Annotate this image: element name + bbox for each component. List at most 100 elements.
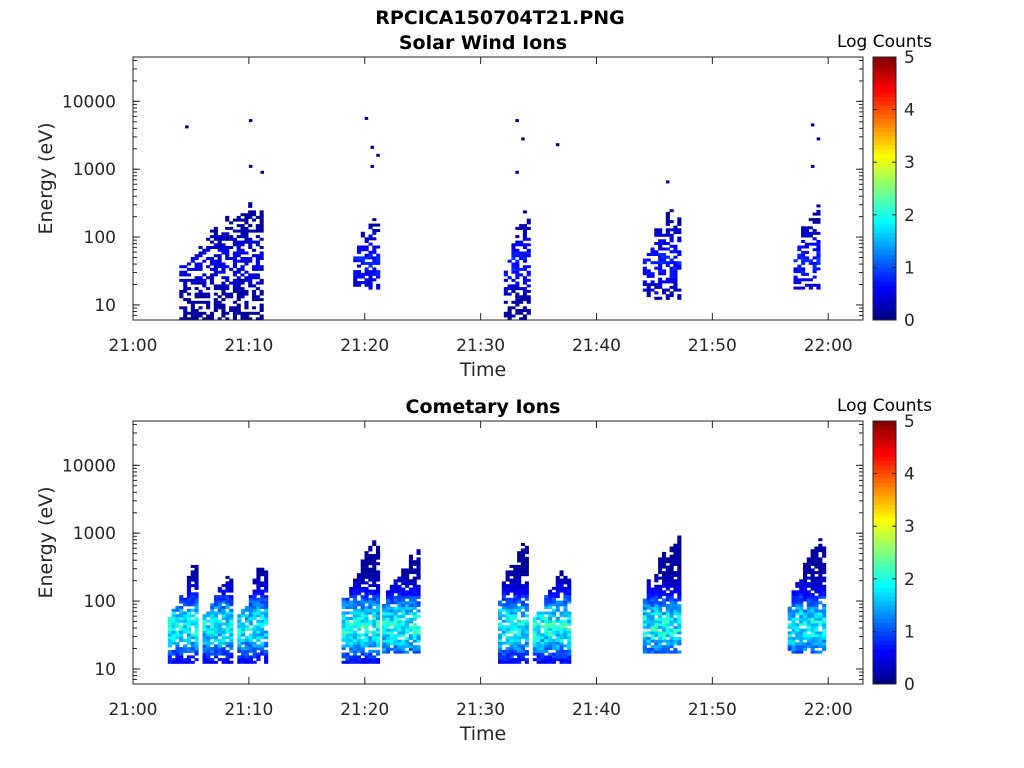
heatmap-cell [386,650,391,654]
heatmap-cell [677,576,682,580]
heatmap-cell [229,309,234,312]
heatmap-cell [513,600,518,604]
heatmap-cell [818,634,823,638]
heatmap-cell [563,619,568,623]
heatmap-cell [372,641,377,645]
heatmap-cell [665,565,670,569]
heatmap-cell [646,617,651,621]
heatmap-cell [818,636,823,640]
heatmap-cell [803,617,808,621]
heatmap-cell [260,170,264,174]
heatmap-cell [252,600,257,604]
heatmap-cell [221,306,226,310]
colorbar-segment [873,622,896,628]
heatmap-cell [669,294,674,298]
heatmap-cell [818,549,823,553]
heatmap-cell [791,598,796,602]
heatmap-cell [408,645,413,649]
y-tick-label: 100 [84,228,116,248]
heatmap-cell [509,578,514,582]
heatmap-cell [791,642,796,646]
heatmap-cell [386,620,391,624]
heatmap-cell [642,617,647,621]
colorbar-segment [873,109,896,115]
heatmap-cell [818,614,823,618]
heatmap-cell [563,614,568,618]
heatmap-cell [349,625,354,629]
heatmap-cell [795,595,800,599]
heatmap-cell [186,600,191,604]
heatmap-cell [198,300,203,304]
heatmap-cell [673,551,678,555]
heatmap-cell [179,608,184,612]
heatmap-cell [519,298,524,302]
heatmap-cell [519,224,524,228]
heatmap-cell [382,606,387,610]
heatmap-cell [256,658,261,662]
heatmap-cell [509,619,514,623]
heatmap-cell [229,257,234,260]
heatmap-cell [248,638,253,642]
heatmap-cell [650,250,655,254]
heatmap-cell [658,584,663,588]
colorbar-segment [873,122,896,128]
heatmap-cell [214,660,219,664]
heatmap-cell [665,220,670,224]
heatmap-cell [548,603,553,607]
heatmap-cell [397,579,402,583]
heatmap-cell [551,652,556,656]
heatmap-cell [256,614,261,618]
heatmap-cell [353,600,358,604]
heatmap-cell [818,584,823,588]
heatmap-cell [401,625,406,629]
heatmap-cell [650,595,655,599]
heatmap-cell [259,309,264,312]
heatmap-cell [236,295,241,299]
heatmap-cell [646,612,651,616]
heatmap-cell [183,289,188,293]
colorbar-segment [873,258,896,264]
heatmap-cell [244,226,249,230]
heatmap-cell [190,573,195,577]
heatmap-cell [221,289,226,293]
heatmap-cell [673,543,678,547]
heatmap-cell [654,573,659,577]
heatmap-cell [214,625,219,629]
heatmap-cell [248,202,253,206]
heatmap-cell [803,636,808,640]
heatmap-cell [236,246,241,249]
heatmap-cell [650,647,655,651]
heatmap-cell [237,660,242,664]
heatmap-cell [179,638,184,642]
heatmap-cell [416,601,421,605]
heatmap-cell [368,261,373,265]
heatmap-cell [520,630,525,634]
heatmap-cell [665,261,670,265]
heatmap-cell [217,611,222,615]
heatmap-cell [376,595,381,599]
colorbar-segment [873,631,896,637]
heatmap-cell [524,606,529,609]
heatmap-cell [232,243,237,247]
colorbar-segment [873,543,896,549]
heatmap-cell [214,597,219,601]
colorbar-segment [873,96,896,102]
heatmap-cell [401,571,406,575]
heatmap-cell [673,244,678,248]
heatmap-cell [244,617,249,620]
heatmap-cell [244,606,249,609]
heatmap-cell [217,265,222,269]
heatmap-cell [567,658,572,662]
heatmap-cell [386,590,391,594]
heatmap-cell [642,614,647,618]
heatmap-cell [225,575,230,579]
heatmap-cell [213,232,218,236]
heatmap-cell [540,636,545,640]
heatmap-cell [498,649,503,653]
heatmap-cell [519,311,524,315]
heatmap-cell [519,251,524,255]
heatmap-cell [799,612,804,616]
heatmap-cell [669,634,674,638]
heatmap-cell [179,306,184,310]
heatmap-cell [673,274,678,278]
